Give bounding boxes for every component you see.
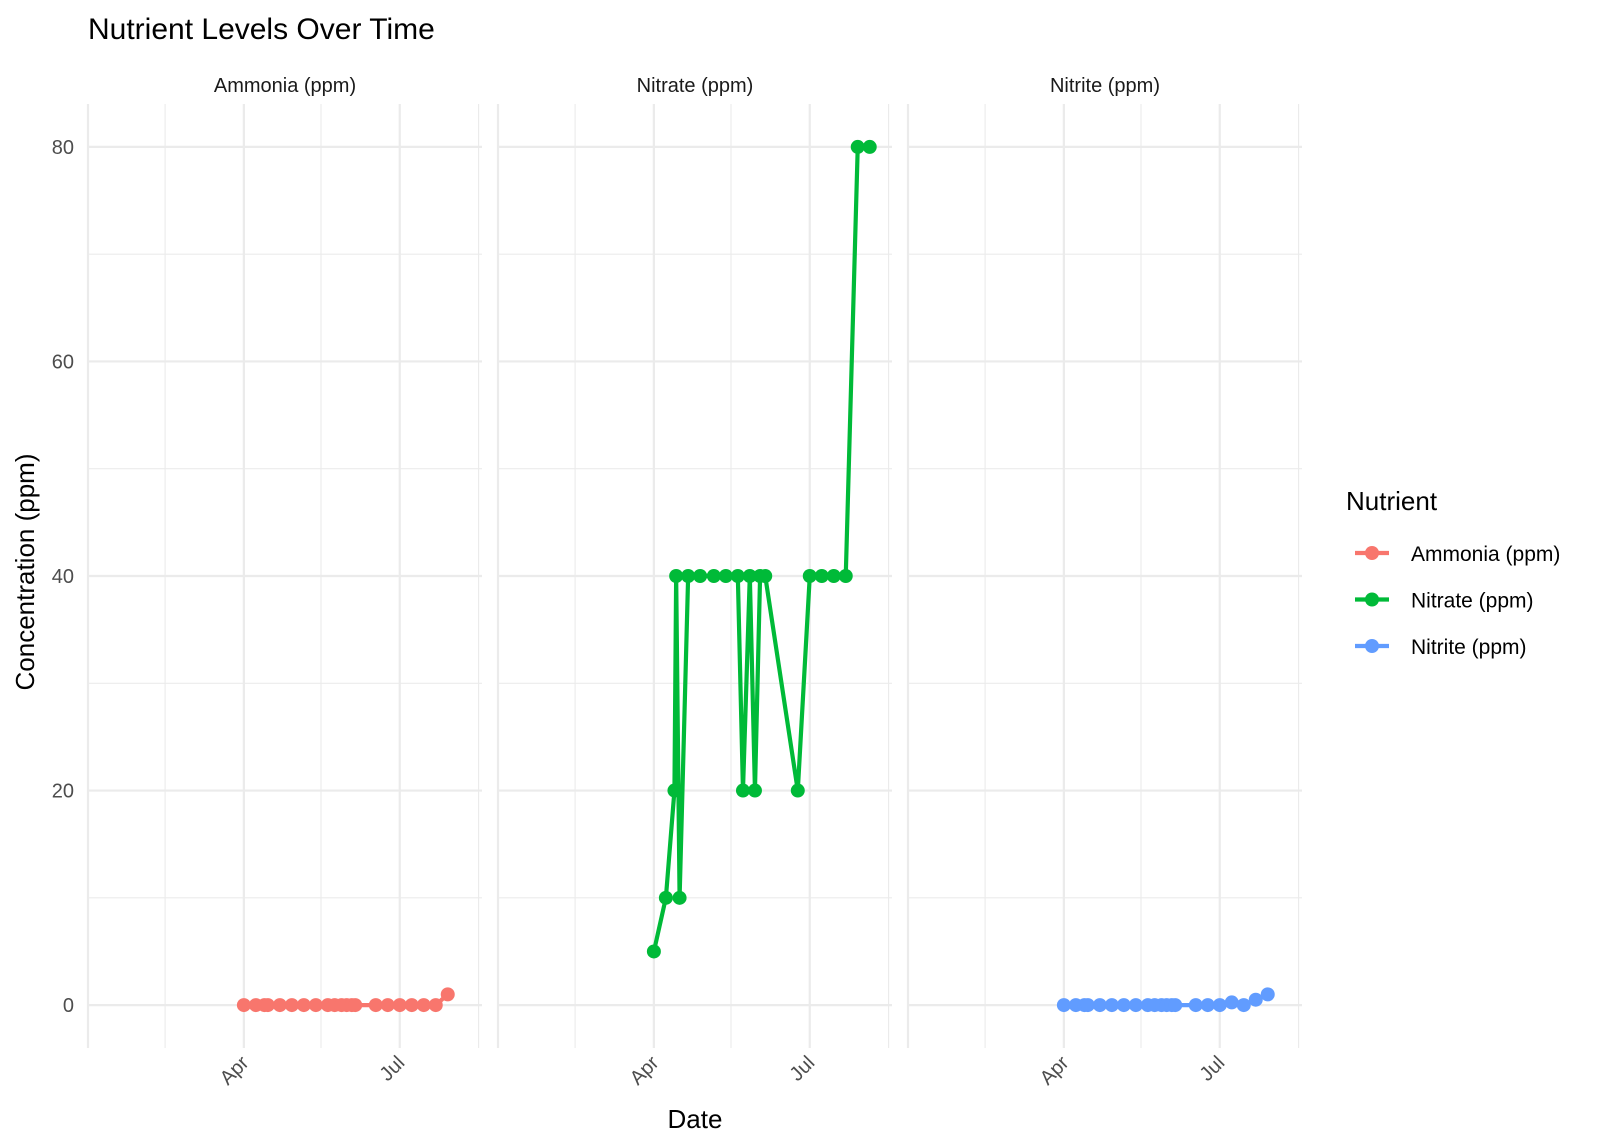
data-point [1212, 998, 1227, 1013]
legend-item: Ammonia (ppm) [1355, 543, 1560, 566]
chart-title: Nutrient Levels Over Time [88, 13, 435, 46]
data-point [1080, 998, 1095, 1013]
data-point [672, 890, 687, 905]
legend-point [1365, 592, 1379, 607]
legend-items: Ammonia (ppm) Nitrate (ppm) Nitrite (ppm) [1355, 543, 1560, 659]
data-point [802, 569, 817, 583]
x-axis-label: Date [668, 1104, 723, 1134]
x-tick-label: Apr [216, 1052, 254, 1090]
data-point [1056, 998, 1071, 1013]
series-line [651, 144, 870, 952]
data-point [730, 569, 745, 583]
data-point [758, 569, 773, 583]
y-tick-label: 80 [52, 137, 74, 159]
data-point [284, 998, 299, 1013]
data-point [838, 569, 853, 583]
y-axis-label: Concentration (ppm) [10, 454, 40, 691]
legend-item: Nitrite (ppm) [1355, 636, 1527, 659]
x-tick-label: Jul [1196, 1052, 1230, 1086]
data-point [404, 998, 419, 1013]
x-tick-label: Jul [376, 1052, 410, 1086]
data-point [1128, 998, 1143, 1013]
data-point [850, 139, 865, 154]
facet-strip-label: Nitrite (ppm) [1050, 75, 1160, 97]
data-point [1116, 998, 1131, 1013]
data-point [380, 998, 395, 1013]
data-point [718, 569, 733, 583]
legend-point [1365, 639, 1379, 653]
facet-panel: Nitrite (ppm) Apr Jul [906, 75, 1302, 1090]
facet-panel: Ammonia (ppm) Apr Jul [86, 75, 482, 1090]
data-point [428, 998, 443, 1013]
facet-strip-label: Nitrate (ppm) [637, 75, 754, 97]
data-point [658, 890, 673, 905]
data-point [667, 783, 682, 798]
y-tick-label: 20 [52, 781, 74, 803]
data-point [790, 783, 805, 798]
legend: Nutrient Ammonia (ppm) Nitrate (ppm) Nitri… [1346, 486, 1560, 659]
data-point [1200, 998, 1215, 1013]
data-point [669, 569, 684, 583]
data-point [747, 783, 762, 798]
data-point [392, 998, 407, 1013]
data-point [646, 944, 661, 959]
legend-label: Nitrate (ppm) [1411, 590, 1534, 613]
facet-strip-label: Ammonia (ppm) [214, 75, 356, 97]
x-tick-label: Jul [786, 1052, 820, 1086]
data-point [1188, 998, 1203, 1013]
legend-title: Nutrient [1346, 486, 1438, 516]
legend-label: Ammonia (ppm) [1411, 543, 1560, 566]
legend-item: Nitrate (ppm) [1355, 590, 1534, 613]
data-point [826, 569, 841, 583]
data-point [814, 569, 829, 583]
data-point [416, 998, 431, 1013]
data-point [742, 569, 757, 583]
data-point [681, 569, 696, 583]
data-point [296, 998, 311, 1013]
data-point [1092, 998, 1107, 1013]
x-tick-label: Apr [626, 1052, 664, 1090]
data-point [693, 569, 708, 583]
y-tick-label: 60 [52, 351, 74, 373]
data-point [440, 987, 455, 1002]
facet-panel: Nitrate (ppm) Apr Jul [496, 75, 892, 1090]
data-point [862, 139, 877, 154]
data-point [368, 998, 383, 1013]
data-point [308, 998, 323, 1013]
y-tick-label: 0 [63, 995, 74, 1017]
data-point [1168, 998, 1183, 1013]
data-point [348, 998, 363, 1013]
data-point [1236, 998, 1251, 1013]
data-point [260, 998, 275, 1013]
y-axis: 0 20 40 60 80 [52, 137, 74, 1017]
data-point [1224, 995, 1239, 1010]
x-tick-label: Apr [1036, 1052, 1074, 1090]
data-point [236, 998, 251, 1013]
y-tick-label: 40 [52, 566, 74, 588]
legend-point [1365, 546, 1379, 560]
data-point [1104, 998, 1119, 1013]
data-point [1248, 992, 1263, 1007]
data-point [1260, 987, 1275, 1002]
data-point [272, 998, 287, 1013]
data-point [735, 783, 750, 798]
data-point [706, 569, 721, 583]
legend-label: Nitrite (ppm) [1411, 636, 1527, 659]
